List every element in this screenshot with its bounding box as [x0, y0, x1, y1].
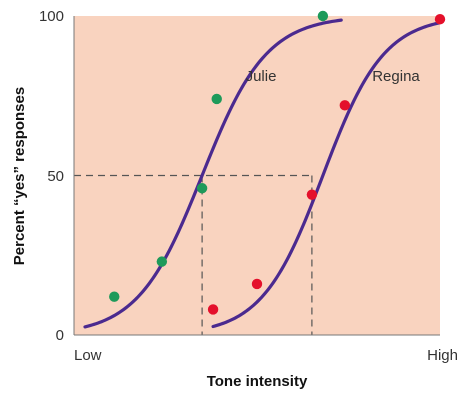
data-point-julie-3	[196, 183, 208, 194]
psychometric-curves	[83, 18, 442, 329]
y-tick-label-0: 0	[56, 327, 64, 344]
y-tick-label-100: 100	[39, 8, 64, 25]
y-tick-label-50: 50	[47, 168, 64, 185]
data-point-regina-1	[207, 304, 219, 315]
data-point-julie-2	[156, 256, 168, 267]
data-point-regina-4	[339, 100, 351, 111]
data-point-julie-1	[109, 291, 120, 302]
x-tick-label-high: High	[427, 347, 458, 364]
data-point-julie-5	[317, 10, 329, 22]
series-label-regina: Regina	[372, 68, 420, 85]
data-point-regina-5	[434, 13, 446, 25]
x-tick-label-low: Low	[74, 347, 102, 364]
curve-regina	[211, 21, 442, 329]
data-point-julie-4	[211, 93, 222, 105]
series-label-julie: Julie	[246, 68, 277, 85]
data-point-regina-3	[306, 189, 318, 200]
curve-julie	[83, 18, 343, 329]
data-points	[109, 10, 446, 315]
y-axis-title: Percent “yes” responses	[11, 87, 28, 265]
data-point-regina-2	[251, 278, 263, 290]
x-axis-title: Tone intensity	[207, 373, 308, 390]
